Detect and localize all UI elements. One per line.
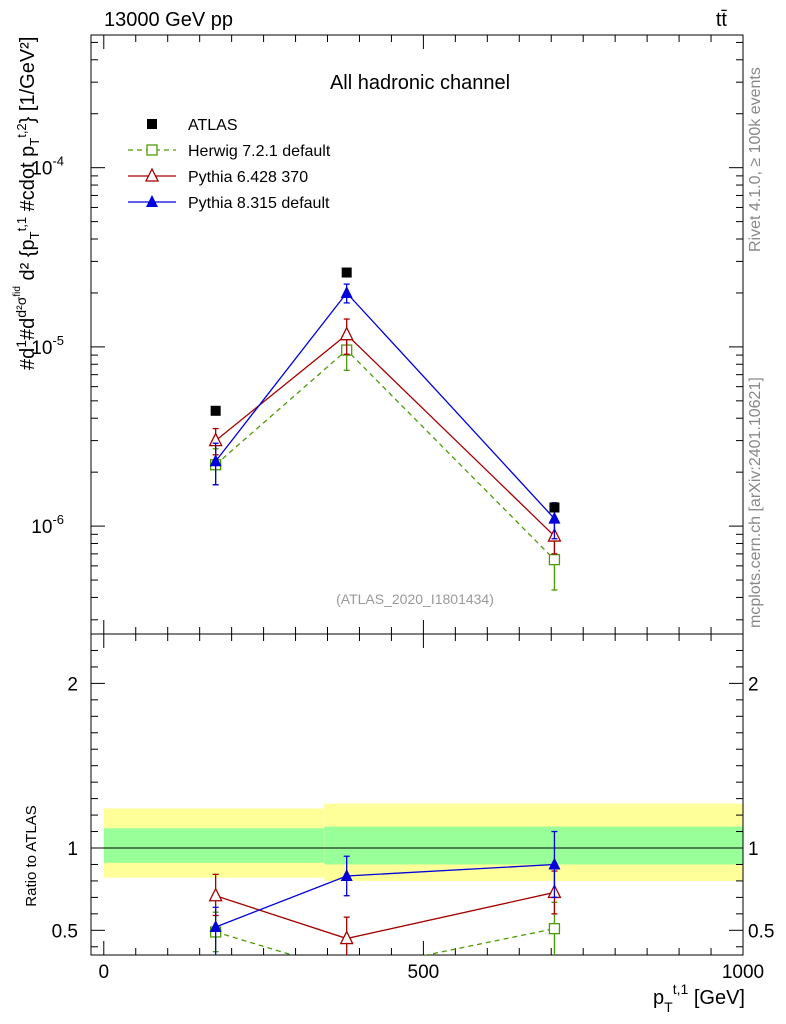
ratio-point-pythia-8-315-default (209, 920, 222, 933)
main-y-tick-label: 10-4 (31, 154, 64, 180)
legend-label-herwig-7-2-1-default: Herwig 7.2.1 default (188, 143, 331, 160)
ratio-line-herwig-7-2-1-default (215, 928, 555, 955)
legend-marker-atlas (147, 119, 157, 129)
process-label: tt̄ (716, 9, 728, 31)
main-y-tick-label: 10-5 (31, 333, 64, 359)
ratio-plot-area: 0.5 0.5 1 1 2 2 0 500 1000 (52, 633, 774, 983)
legend-label-atlas: ATLAS (188, 117, 238, 134)
main-point-atlas (210, 405, 221, 416)
rivet-version-label: Rivet 4.1.0, ≥ 100k events (747, 67, 764, 252)
ratio-y-tick-label-right: 2 (748, 674, 759, 695)
legend: ATLAS Herwig 7.2.1 default Pythia 6.428 37… (128, 117, 331, 212)
ratio-inner-band (103, 828, 325, 863)
main-point-pythia-8-315-default (209, 454, 222, 467)
main-point-atlas (549, 502, 560, 513)
main-point-herwig-7-2-1-default (548, 553, 561, 566)
main-panel: 10-6 10-5 10-4 All hadronic channel (ATLAS… (12, 34, 744, 635)
ratio-panel: 0.5 0.51 12 20 500 1000 Ratio to ATLAS pTt,1 … (23, 633, 774, 1015)
ratio-y-tick-label-right: 0.5 (748, 921, 774, 942)
ratio-x-tick-label: 500 (408, 962, 440, 983)
ratio-x-tick-label: 0 (98, 962, 109, 983)
ratio-point-pythia-8-315-default (548, 857, 561, 870)
main-y-axis-label: #d1#dd²σfid d² {pTt,1 #cdot pTt,2} [1/Ge… (12, 37, 42, 370)
main-point-pythia-6-428-370 (339, 326, 354, 341)
ratio-y-tick-label: 2 (67, 674, 78, 695)
main-point-atlas (341, 267, 352, 278)
legend-marker-pythia-6-428-370 (144, 167, 160, 182)
main-point-pythia-8-315-default (548, 511, 561, 524)
ratio-y-tick-label: 1 (67, 839, 78, 860)
plot-title: All hadronic channel (330, 72, 510, 94)
energy-label: 13000 GeV pp (104, 9, 233, 31)
legend-label-pythia-8-315-default: Pythia 8.315 default (188, 195, 330, 212)
ratio-point-pythia-6-428-370 (339, 930, 354, 945)
ratio-frame (90, 633, 744, 956)
mcplots-source-label: mcplots.cern.ch [arXiv:2401.10621] (747, 377, 764, 628)
ratio-x-tick-label: 1000 (722, 962, 764, 983)
ratio-y-axis-label: Ratio to ATLAS (23, 805, 40, 906)
ratio-inner-band (324, 826, 743, 865)
ratio-point-herwig-7-2-1-default (548, 923, 561, 935)
main-point-pythia-8-315-default (340, 285, 353, 298)
ratio-y-tick-label: 0.5 (52, 921, 78, 942)
legend-label-pythia-6-428-370: Pythia 6.428 370 (188, 169, 308, 186)
main-y-tick-label: 10-6 (31, 512, 64, 538)
ratio-point-pythia-6-428-370 (208, 887, 223, 902)
main-plot-area: 10-6 10-5 10-4 (31, 34, 744, 635)
ratio-y-tick-label-right: 1 (748, 839, 759, 860)
main-y-axis-label-text: #d1#dd²σfid d² {pTt,1 #cdot pTt,2} [1/Ge… (12, 37, 42, 370)
legend-marker-pythia-8-315-default (146, 195, 158, 207)
analysis-watermark: (ATLAS_2020_I1801434) (336, 591, 494, 607)
ratio-point-pythia-8-315-default (340, 868, 353, 881)
legend-marker-herwig-7-2-1-default (146, 144, 158, 156)
